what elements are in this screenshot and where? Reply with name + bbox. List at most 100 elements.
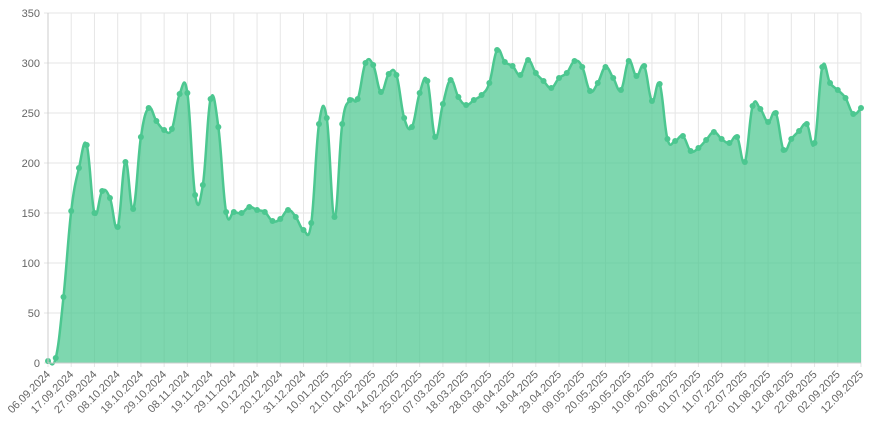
point bbox=[153, 118, 160, 124]
point bbox=[494, 47, 501, 53]
point bbox=[579, 64, 586, 70]
point bbox=[540, 78, 547, 84]
point bbox=[192, 192, 199, 198]
y-tick-label: 0 bbox=[34, 358, 40, 370]
point bbox=[664, 136, 671, 142]
point bbox=[52, 355, 59, 361]
point bbox=[176, 91, 183, 97]
point bbox=[346, 97, 353, 103]
point bbox=[656, 81, 663, 87]
point bbox=[648, 98, 655, 104]
point bbox=[749, 103, 756, 109]
point bbox=[842, 95, 849, 101]
point bbox=[463, 102, 470, 108]
point bbox=[137, 134, 144, 140]
point bbox=[563, 70, 570, 76]
point bbox=[687, 148, 694, 154]
point bbox=[408, 124, 415, 130]
point bbox=[60, 294, 67, 300]
point bbox=[850, 111, 857, 117]
point bbox=[68, 208, 75, 214]
point bbox=[377, 89, 384, 95]
point bbox=[455, 94, 462, 100]
point bbox=[230, 209, 237, 215]
y-tick-label: 300 bbox=[22, 58, 40, 70]
point bbox=[617, 87, 624, 93]
point bbox=[199, 182, 206, 188]
y-tick-label: 250 bbox=[22, 108, 40, 120]
point bbox=[486, 80, 493, 86]
point bbox=[91, 210, 98, 216]
point bbox=[339, 121, 346, 127]
y-tick-label: 200 bbox=[22, 158, 40, 170]
point bbox=[610, 75, 617, 81]
point bbox=[548, 85, 555, 91]
point bbox=[625, 58, 632, 64]
point bbox=[633, 73, 640, 79]
point bbox=[811, 140, 818, 146]
point bbox=[130, 206, 137, 212]
point bbox=[401, 115, 408, 121]
point bbox=[587, 88, 593, 94]
point bbox=[424, 78, 431, 84]
point bbox=[834, 87, 841, 93]
point bbox=[439, 101, 446, 107]
point bbox=[277, 216, 284, 222]
point bbox=[323, 115, 330, 121]
point bbox=[672, 138, 679, 144]
point bbox=[803, 121, 810, 127]
point bbox=[718, 136, 725, 142]
point bbox=[246, 204, 253, 210]
y-tick-label: 50 bbox=[28, 308, 40, 320]
point bbox=[827, 80, 834, 86]
point bbox=[114, 224, 121, 230]
y-tick-label: 350 bbox=[22, 8, 40, 20]
point bbox=[362, 60, 369, 66]
point bbox=[83, 142, 90, 148]
point bbox=[602, 64, 609, 70]
point bbox=[331, 214, 338, 220]
point bbox=[525, 57, 532, 63]
point bbox=[207, 96, 214, 102]
y-tick-label: 100 bbox=[22, 258, 40, 270]
point bbox=[269, 218, 276, 224]
point bbox=[796, 128, 803, 134]
point bbox=[556, 75, 563, 81]
point bbox=[478, 92, 485, 98]
point bbox=[695, 145, 702, 151]
point bbox=[470, 97, 477, 103]
point bbox=[168, 126, 175, 132]
point bbox=[447, 77, 454, 83]
point bbox=[161, 127, 168, 133]
point bbox=[772, 110, 779, 116]
point bbox=[308, 220, 315, 226]
point bbox=[238, 210, 245, 216]
point bbox=[223, 209, 230, 215]
point bbox=[571, 58, 578, 64]
point bbox=[316, 121, 322, 127]
point bbox=[726, 140, 733, 146]
y-tick-label: 150 bbox=[22, 208, 40, 220]
point bbox=[509, 63, 516, 69]
point bbox=[261, 209, 268, 215]
point bbox=[254, 207, 261, 213]
point bbox=[75, 165, 82, 171]
point bbox=[757, 106, 764, 112]
point bbox=[285, 207, 292, 213]
point bbox=[679, 133, 686, 139]
point bbox=[765, 119, 772, 125]
point bbox=[703, 137, 710, 143]
point bbox=[99, 188, 106, 194]
point bbox=[300, 227, 307, 233]
point bbox=[215, 124, 222, 130]
point bbox=[106, 195, 113, 201]
point bbox=[788, 136, 795, 142]
point bbox=[780, 147, 787, 153]
area-fill bbox=[48, 49, 861, 365]
point bbox=[432, 134, 439, 140]
point bbox=[532, 70, 539, 76]
point bbox=[710, 129, 717, 135]
point bbox=[641, 63, 648, 69]
point bbox=[594, 80, 601, 86]
